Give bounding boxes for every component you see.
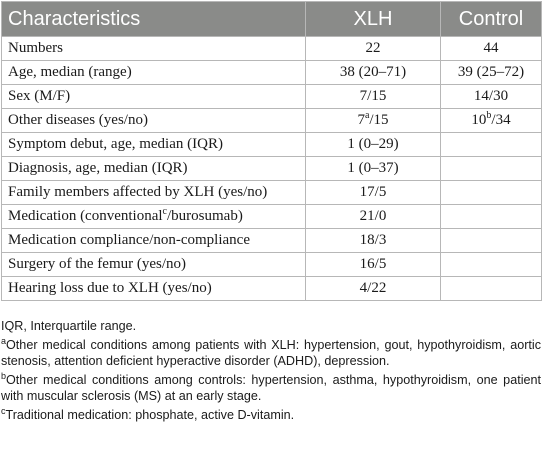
footnote-b-mark: b [1,370,7,381]
row-label: Surgery of the femur (yes/no) [1,252,306,277]
row-label: Symptom debut, age, median (IQR) [1,132,306,157]
table-header-row: Characteristics XLH Control [1,1,542,37]
footnote-a-text: Other medical conditions among patients … [1,338,541,368]
table-row: Hearing loss due to XLH (yes/no) 4/22 [1,276,542,301]
control-cell: 14/30 [440,84,542,109]
control-cell [440,156,542,181]
row-label: Age, median (range) [1,60,306,85]
row-label: Medication compliance/non-compliance [1,228,306,253]
table-row: Family members affected by XLH (yes/no) … [1,180,542,205]
table-row: Sex (M/F) 7/15 14/30 [1,84,542,109]
footnote-mark-c: c [162,206,167,217]
xlh-cell: 21/0 [305,204,441,229]
footnote-a: aOther medical conditions among patients… [1,335,541,369]
xlh-cell: 1 (0–29) [305,132,441,157]
control-cell [440,252,542,277]
table-row: Diagnosis, age, median (IQR) 1 (0–37) [1,156,542,181]
row-label: Sex (M/F) [1,84,306,109]
control-cell [440,180,542,205]
control-cell: 10b/34 [440,108,542,133]
footnote-c: cTraditional medication: phosphate, acti… [1,405,541,423]
xlh-cell: 18/3 [305,228,441,253]
footnote-c-mark: c [1,405,6,416]
control-cell [440,228,542,253]
table-row: Medication (conventionalc/burosumab) 21/… [1,204,542,229]
row-label: Diagnosis, age, median (IQR) [1,156,306,181]
xlh-cell: 22 [305,36,441,61]
table-row: Other diseases (yes/no) 7a/15 10b/34 [1,108,542,133]
xlh-cell: 16/5 [305,252,441,277]
table-row: Age, median (range) 38 (20–71) 39 (25–72… [1,60,542,85]
footnote-mark-b: b [486,110,492,121]
control-cell: 44 [440,36,542,61]
table-row: Medication compliance/non-compliance 18/… [1,228,542,253]
control-cell: 39 (25–72) [440,60,542,85]
control-cell [440,204,542,229]
characteristics-table: Characteristics XLH Control Numbers 22 4… [1,1,542,301]
control-cell [440,276,542,301]
xlh-cell: 4/22 [305,276,441,301]
control-cell [440,132,542,157]
row-label: Family members affected by XLH (yes/no) [1,180,306,205]
row-label-text: Medication (conventional [8,208,163,224]
header-characteristics: Characteristics [1,1,306,37]
xlh-cell: 17/5 [305,180,441,205]
row-label: Hearing loss due to XLH (yes/no) [1,276,306,301]
xlh-value: 7 [357,112,365,128]
row-label: Other diseases (yes/no) [1,108,306,133]
row-label: Medication (conventionalc/burosumab) [1,204,306,229]
control-value: 10 [471,112,487,128]
footnote-mark-a: a [364,110,370,121]
row-label: Numbers [1,36,306,61]
xlh-value-rest: /15 [369,112,389,128]
xlh-cell: 7/15 [305,84,441,109]
table-footnotes: IQR, Interquartile range. aOther medical… [1,318,541,426]
footnote-b: bOther medical conditions among controls… [1,370,541,404]
xlh-cell: 38 (20–71) [305,60,441,85]
table-row: Symptom debut, age, median (IQR) 1 (0–29… [1,132,542,157]
table-row: Numbers 22 44 [1,36,542,61]
footnote-a-mark: a [1,335,7,346]
header-xlh: XLH [305,1,441,37]
control-value-rest: /34 [491,112,511,128]
table-row: Surgery of the femur (yes/no) 16/5 [1,252,542,277]
footnote-c-text: Traditional medication: phosphate, activ… [5,408,295,422]
xlh-cell: 1 (0–37) [305,156,441,181]
header-control: Control [440,1,542,37]
abbreviation-note: IQR, Interquartile range. [1,319,137,333]
row-label-rest: /burosumab) [167,208,243,224]
xlh-cell: 7a/15 [305,108,441,133]
footnote-b-text: Other medical conditions among controls:… [1,373,541,403]
